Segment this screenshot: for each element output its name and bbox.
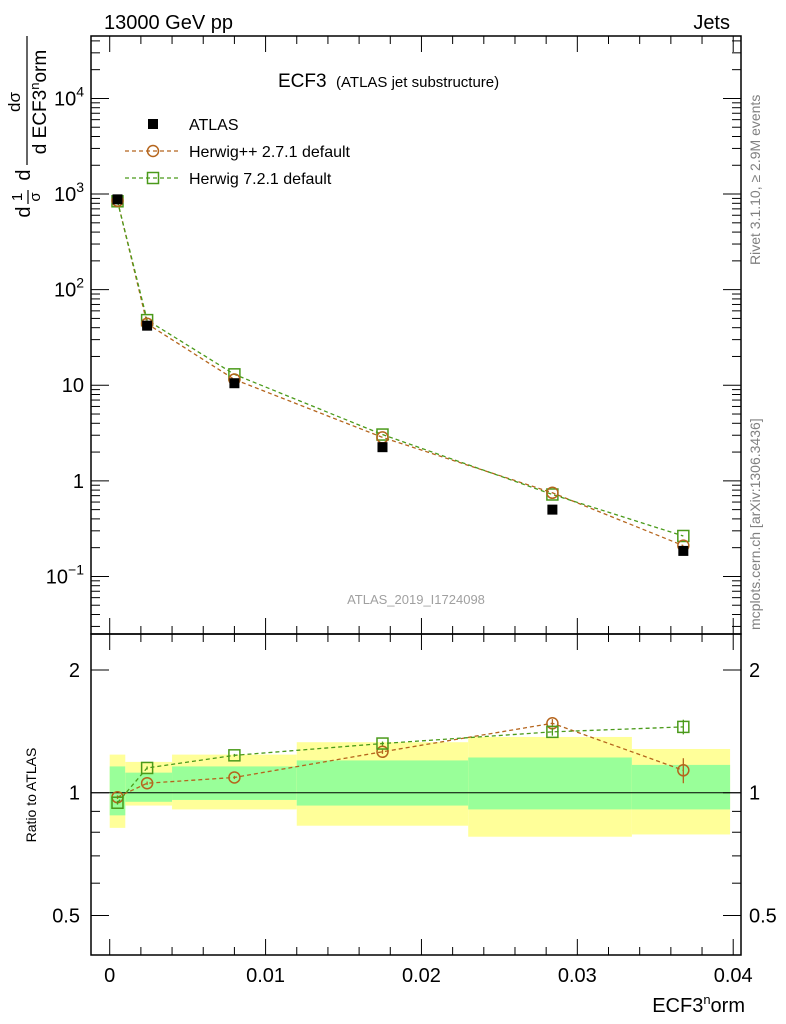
main-plot-series: [111, 194, 690, 556]
main-ytick-label-5: 104: [54, 83, 84, 110]
main-line-herwig-7-2-1-default: [116, 201, 684, 537]
band-inner-4: [468, 757, 632, 810]
band-inner-5: [631, 764, 731, 810]
legend-marker-herwig-7-2-1-default: [146, 171, 160, 185]
main-point-atlas-3: [377, 442, 388, 453]
band-inner-0: [109, 766, 126, 816]
chart-title: ECF3 (ATLAS jet substructure): [278, 71, 499, 92]
ratio-ytick-label-right-2: 2: [749, 660, 760, 682]
ratio-ytick-label-1: 1: [69, 783, 80, 805]
xlabel: ECF3norm: [652, 992, 745, 1017]
legend: ATLAS Herwig++ 2.7.1 default Herwig 7.2.1 …: [125, 117, 351, 188]
svg-text:σ: σ: [27, 192, 44, 202]
ratio-ytick-label-right-0: 0.5: [749, 905, 777, 927]
ratio-point-herwig-2-7-1-default-3: [376, 745, 389, 759]
svg-text:1: 1: [9, 193, 26, 201]
main-ytick-label-3: 102: [54, 275, 84, 302]
svg-text:d ECF3norm: d ECF3norm: [27, 50, 51, 154]
plot-frames: [90, 35, 742, 956]
xtick-label-3: 0.03: [558, 965, 597, 987]
ylabel-ratio: Ratio to ATLAS: [23, 748, 39, 843]
legend-marker-atlas: [148, 119, 158, 129]
main-point-herwig-2-7-1-default-3: [376, 431, 389, 444]
xtick-label-0: 0: [104, 965, 115, 987]
ylabel-main: d 1 σ d dσ d ECF3norm: [5, 36, 51, 218]
ratio-ytick-label-0: 0.5: [52, 905, 80, 927]
ratio-ytick-label-right-1: 1: [749, 783, 760, 805]
ratio-line-herwig-2-7-1-default: [117, 722, 684, 798]
main-line-herwig-2-7-1-default: [116, 200, 684, 547]
header-right: Jets: [693, 12, 730, 34]
band-inner-1: [125, 772, 173, 802]
ratio-point-herwig-7-2-1-default-3: [376, 737, 389, 750]
rivet-version-text: Rivet 3.1.10, ≥ 2.9M events: [747, 95, 763, 265]
svg-text:d: d: [13, 169, 35, 180]
main-point-atlas-1: [142, 320, 153, 331]
svg-text:dσ: dσ: [5, 92, 24, 112]
main-point-atlas-4: [547, 504, 558, 515]
xtick-label-4: 0.04: [714, 965, 753, 987]
ratio-point-herwig-7-2-1-default-1: [140, 761, 154, 775]
ratio-frame: [90, 633, 742, 956]
main-ytick-label-4: 103: [54, 179, 84, 206]
main-point-atlas-5: [678, 545, 689, 556]
ratio-point-herwig-2-7-1-default-5: [677, 764, 690, 777]
ratio-point-herwig-2-7-1-default-1: [140, 776, 154, 790]
main-ytick-label-1: 1: [73, 471, 84, 493]
ratio-point-herwig-7-2-1-default-4: [546, 725, 559, 739]
ratio-point-herwig-7-2-1-default-0: [111, 796, 124, 809]
header-left: 13000 GeV pp: [104, 12, 233, 34]
ratio-point-herwig-7-2-1-default-2: [228, 749, 241, 762]
analysis-id: ATLAS_2019_I1724098: [347, 592, 485, 607]
main-point-atlas-0: [112, 194, 123, 205]
xtick-label-2: 0.02: [402, 965, 441, 987]
main-ytick-label-2: 10: [62, 375, 84, 397]
ratio-plot-series: [111, 717, 690, 809]
legend-label-herwig-7-2-1-default: Herwig 7.2.1 default: [189, 171, 332, 188]
axis-ticks: 0 0.01 0.02 0.03 0.04 10−1 1 10 102 103 104 0.5 0.5 1…: [46, 36, 777, 987]
svg-text:d: d: [13, 206, 35, 217]
band-inner-3: [296, 760, 469, 806]
mcplots-text: mcplots.cern.ch [arXiv:1306.3436]: [747, 418, 763, 630]
legend-marker-herwig-2-7-1-default: [146, 144, 160, 158]
ratio-point-herwig-7-2-1-default-5: [677, 720, 690, 734]
main-point-atlas-2: [229, 378, 240, 389]
ratio-uncertainty-bands: [109, 736, 731, 837]
ratio-ytick-label-2: 2: [69, 660, 80, 682]
chart-title-sub: (ATLAS jet substructure): [336, 74, 499, 91]
legend-label-atlas: ATLAS: [189, 117, 239, 134]
xlabel-tail: orm: [711, 995, 745, 1017]
main-ytick-label-0: 10−1: [46, 561, 84, 588]
ratio-point-herwig-2-7-1-default-2: [228, 771, 241, 784]
xlabel-base: ECF3: [652, 995, 703, 1017]
main-point-herwig-7-2-1-default-5: [677, 529, 690, 543]
xlabel-sup: n: [703, 992, 710, 1007]
main-point-herwig-2-7-1-default-4: [546, 486, 559, 500]
chart-title-main: ECF3: [278, 71, 327, 92]
legend-label-herwig-2-7-1-default: Herwig++ 2.7.1 default: [189, 144, 351, 161]
xtick-label-1: 0.01: [246, 965, 285, 987]
